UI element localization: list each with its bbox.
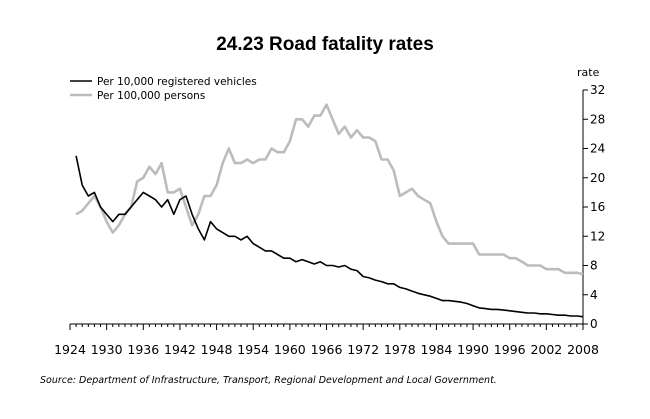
chart-title: 24.23 Road fatality rates	[216, 34, 434, 55]
series-layer	[75, 103, 584, 318]
source-note: Source: Department of Infrastructure, Tr…	[40, 375, 497, 386]
x-tick-label: 1948	[201, 342, 233, 357]
x-tick-label: 1978	[384, 342, 416, 357]
legend-label: Per 10,000 registered vehicles	[97, 76, 257, 88]
x-tick-label: 1954	[237, 342, 269, 357]
x-tick-label: 1942	[164, 342, 196, 357]
legend: Per 10,000 registered vehicles Per 100,00…	[70, 76, 257, 102]
series-line	[75, 103, 584, 276]
series-line	[75, 155, 584, 318]
x-tick-label: 1984	[421, 342, 453, 357]
x-tick-label: 1936	[127, 342, 159, 357]
legend-label: Per 100,000 persons	[97, 90, 205, 102]
x-tick-label: 2002	[530, 342, 562, 357]
y-tick-label: 32	[590, 83, 605, 97]
x-tick-label: 1966	[311, 342, 343, 357]
y-tick-label: 28	[590, 112, 605, 126]
y-axis-title: rate	[577, 66, 600, 79]
y-tick-label: 24	[590, 142, 605, 156]
x-tick-label: 1924	[54, 342, 86, 357]
y-tick-label: 16	[590, 200, 605, 214]
x-tick-label: 1960	[274, 342, 306, 357]
x-axis: 1924 1930 1936 1942 1948 1954 1960 1966 1972 1978…	[54, 323, 599, 357]
y-tick-label: 20	[590, 171, 605, 185]
x-tick-label: 1972	[347, 342, 379, 357]
x-tick-label: 1930	[91, 342, 123, 357]
y-tick-label: 12	[590, 229, 605, 243]
y-tick-label: 8	[590, 259, 598, 273]
y-tick-label: 0	[590, 317, 598, 331]
x-tick-label: 1996	[494, 342, 526, 357]
x-tick-label: 2008	[567, 342, 599, 357]
x-tick-label: 1990	[457, 342, 489, 357]
y-axis: 0 4 8 12 16 20 24 28 32 rate	[577, 66, 605, 331]
y-tick-label: 4	[590, 288, 598, 302]
